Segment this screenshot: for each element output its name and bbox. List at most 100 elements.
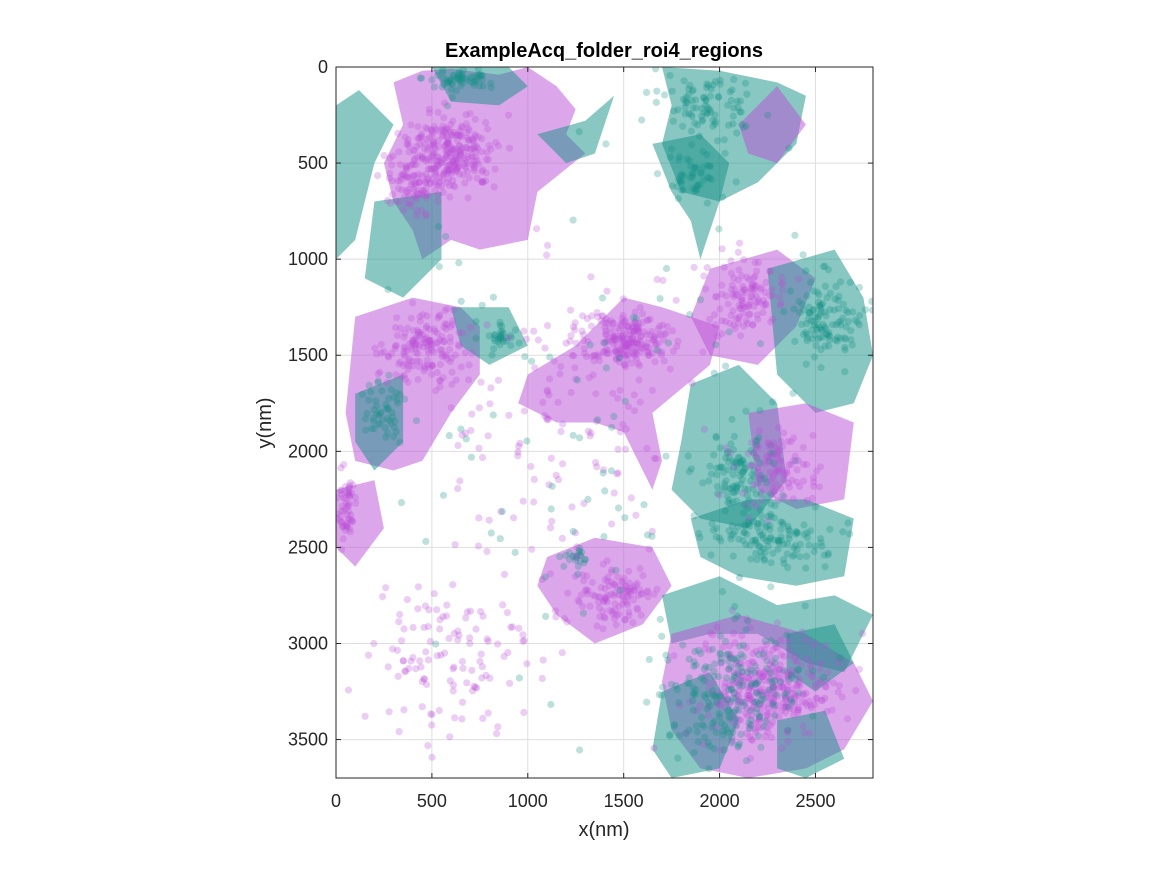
- data-point-magenta: [408, 178, 416, 186]
- data-point-magenta: [425, 336, 433, 344]
- data-point-magenta: [742, 643, 751, 652]
- data-point-magenta: [580, 577, 588, 585]
- data-point-magenta: [630, 327, 638, 335]
- data-point-magenta: [417, 186, 426, 194]
- data-point-magenta: [447, 145, 455, 154]
- data-point-magenta: [786, 694, 795, 702]
- data-point-magenta: [421, 364, 429, 372]
- data-point-magenta: [766, 267, 774, 275]
- data-point-magenta: [572, 339, 581, 347]
- data-point-magenta: [624, 335, 632, 343]
- data-point-magenta: [472, 142, 480, 150]
- data-point-magenta: [402, 162, 410, 170]
- data-point-magenta: [604, 349, 613, 357]
- data-point-magenta: [434, 338, 442, 347]
- data-point-teal: [757, 743, 765, 752]
- data-point-magenta: [493, 730, 501, 738]
- data-point-magenta: [427, 710, 435, 718]
- data-point-teal: [460, 74, 468, 82]
- data-point-teal: [496, 321, 504, 329]
- data-point-teal: [576, 434, 584, 442]
- data-point-magenta: [571, 572, 579, 581]
- data-point-magenta: [764, 728, 772, 736]
- data-point-teal: [805, 541, 813, 549]
- data-point-magenta: [766, 444, 774, 452]
- data-point-teal: [455, 68, 463, 76]
- data-point-magenta: [622, 363, 630, 371]
- data-point-magenta: [621, 339, 629, 347]
- data-point-magenta: [411, 344, 419, 352]
- data-point-teal: [800, 306, 808, 314]
- data-point-magenta: [790, 711, 798, 719]
- data-point-magenta: [442, 351, 450, 359]
- data-point-magenta: [599, 312, 607, 320]
- data-point-magenta: [732, 679, 740, 687]
- data-point-teal: [652, 67, 660, 73]
- data-point-magenta: [385, 174, 394, 182]
- data-point-magenta: [388, 349, 396, 357]
- data-point-magenta: [636, 304, 644, 312]
- data-point-magenta: [809, 478, 818, 486]
- data-point-teal: [727, 532, 735, 540]
- data-point-teal: [733, 481, 742, 489]
- data-point-magenta: [638, 590, 646, 598]
- data-point-magenta: [627, 590, 635, 598]
- data-point-teal: [666, 72, 674, 80]
- data-point-teal: [750, 517, 758, 526]
- data-point-teal: [802, 320, 811, 328]
- data-point-teal: [716, 534, 724, 542]
- data-point-magenta: [602, 331, 610, 339]
- data-point-teal: [664, 656, 672, 664]
- data-point-magenta: [775, 447, 783, 455]
- data-point-magenta: [433, 156, 441, 164]
- data-point-teal: [499, 329, 507, 338]
- data-point-magenta: [803, 460, 811, 469]
- data-point-magenta: [379, 593, 387, 601]
- data-point-teal: [791, 337, 799, 345]
- data-point-magenta: [764, 709, 772, 717]
- data-point-magenta: [631, 318, 639, 326]
- data-point-teal: [822, 324, 830, 333]
- data-point-magenta: [786, 705, 794, 713]
- data-point-magenta: [611, 333, 619, 341]
- data-point-magenta: [442, 146, 450, 154]
- data-point-magenta: [446, 333, 454, 341]
- data-point-magenta: [771, 643, 780, 651]
- data-point-magenta: [445, 182, 454, 190]
- data-point-magenta: [452, 166, 460, 174]
- region-polygon-teal: [537, 95, 615, 164]
- data-point-teal: [847, 327, 855, 335]
- data-point-magenta: [733, 705, 741, 713]
- data-point-teal: [704, 81, 713, 90]
- data-point-magenta: [629, 583, 637, 591]
- data-point-magenta: [655, 347, 663, 355]
- data-point-magenta: [810, 641, 818, 649]
- data-point-magenta: [447, 128, 455, 136]
- data-point-magenta: [440, 99, 449, 107]
- data-point-magenta: [557, 362, 565, 370]
- data-point-magenta: [755, 443, 763, 451]
- data-point-magenta: [426, 337, 434, 345]
- data-point-teal: [681, 110, 689, 118]
- data-point-magenta: [545, 375, 554, 383]
- data-point-teal: [826, 289, 835, 297]
- data-point-magenta: [816, 463, 825, 471]
- data-point-teal: [488, 351, 496, 359]
- data-point-magenta: [745, 673, 753, 681]
- data-point-teal: [474, 67, 482, 73]
- data-point-teal: [748, 471, 756, 479]
- data-point-magenta: [519, 631, 527, 639]
- data-point-magenta: [762, 301, 770, 309]
- data-point-magenta: [794, 706, 802, 715]
- data-point-magenta: [771, 684, 779, 692]
- data-point-magenta: [422, 324, 430, 332]
- data-point-teal: [708, 723, 716, 732]
- data-point-teal: [569, 431, 577, 439]
- data-point-magenta: [656, 322, 664, 330]
- data-point-magenta: [442, 152, 450, 160]
- data-point-magenta: [460, 148, 468, 156]
- data-point-magenta: [450, 663, 458, 671]
- data-point-teal: [743, 491, 751, 499]
- data-point-teal: [569, 216, 577, 224]
- data-point-magenta: [735, 266, 743, 274]
